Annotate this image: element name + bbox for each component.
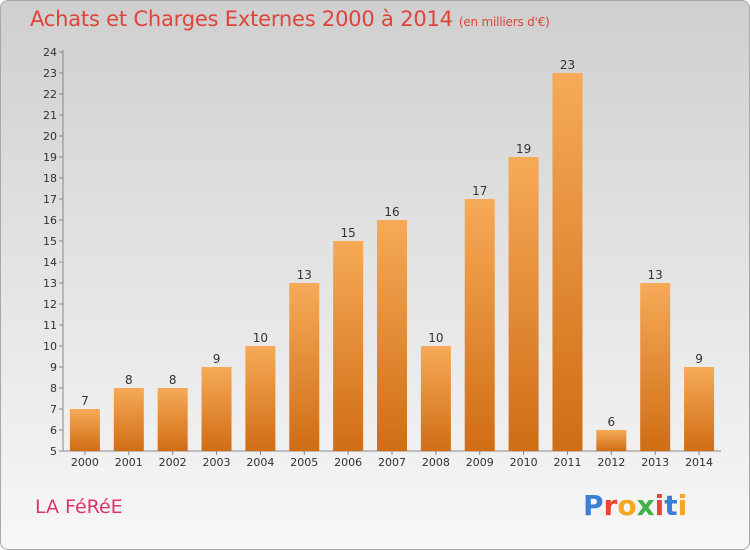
- x-tick-label-2003: 2003: [203, 456, 231, 469]
- data-label-2010: 19: [516, 142, 531, 156]
- y-tick-label: 5: [50, 445, 57, 458]
- data-labels: 7 8 8 9 10 13 15 16 10 17 19 23 6 13 9: [81, 58, 703, 429]
- y-tick-label: 16: [43, 214, 57, 227]
- bar-2002: [157, 388, 188, 451]
- y-tick-label: 8: [50, 382, 57, 395]
- data-label-2004: 10: [253, 331, 268, 345]
- logo-letter: P: [583, 489, 604, 522]
- logo-letter: i: [654, 489, 665, 522]
- x-tick-label-2014: 2014: [685, 456, 713, 469]
- y-tick-label: 6: [50, 424, 57, 437]
- logo-letter: r: [603, 489, 618, 522]
- x-tick-label-2008: 2008: [422, 456, 450, 469]
- bar-2003: [201, 367, 232, 451]
- data-label-2013: 13: [648, 268, 663, 282]
- bar-2005: [289, 283, 320, 451]
- y-tick-label: 12: [43, 298, 57, 311]
- y-tick-label: 19: [43, 151, 57, 164]
- bar-2007: [377, 220, 407, 451]
- x-tick-label-2010: 2010: [510, 456, 538, 469]
- x-tick-label-2009: 2009: [466, 456, 494, 469]
- y-tick-label: 21: [43, 109, 57, 122]
- x-tick-label-2000: 2000: [71, 456, 99, 469]
- data-label-2005: 13: [297, 268, 312, 282]
- bar-2010: [508, 157, 539, 451]
- bar-2013: [640, 283, 671, 451]
- axes: 5 6 7 8 9 10 11 12 13 14 15 16 17 18 19 20 21 22 23 24 2000 2…: [43, 46, 721, 469]
- logo-letter: o: [617, 489, 637, 522]
- bar-2014: [684, 367, 715, 451]
- title-unit: (en milliers d'€): [458, 15, 550, 29]
- x-tick-label-2011: 2011: [553, 456, 581, 469]
- y-tick-label: 13: [43, 277, 57, 290]
- y-tick-label: 15: [43, 235, 57, 248]
- data-label-2007: 16: [384, 205, 399, 219]
- bar-2006: [333, 241, 364, 451]
- place-name: LA FéRéE: [35, 496, 123, 518]
- data-label-2006: 15: [340, 226, 355, 240]
- bar-2004: [245, 346, 276, 451]
- y-tick-label: 10: [43, 340, 57, 353]
- y-tick-label: 22: [43, 88, 57, 101]
- x-tick-label-2006: 2006: [334, 456, 362, 469]
- y-tick-label: 9: [50, 361, 57, 374]
- bar-2001: [113, 388, 144, 451]
- x-tick-label-2013: 2013: [641, 456, 669, 469]
- data-label-2001: 8: [125, 373, 133, 387]
- y-tick-label: 18: [43, 172, 57, 185]
- chart-title: Achats et Charges Externes 2000 à 2014 (e…: [30, 7, 550, 31]
- bar-2012: [596, 430, 627, 451]
- data-label-2009: 17: [472, 184, 487, 198]
- x-tick-label-2005: 2005: [290, 456, 318, 469]
- x-tick-label-2002: 2002: [159, 456, 187, 469]
- data-label-2011: 23: [560, 58, 575, 72]
- y-tick-label: 7: [50, 403, 57, 416]
- y-tick-label: 11: [43, 319, 57, 332]
- bar-2000: [69, 409, 100, 451]
- data-label-2000: 7: [81, 394, 89, 408]
- data-label-2003: 9: [213, 352, 221, 366]
- y-tick-label: 17: [43, 193, 57, 206]
- x-tick-label-2004: 2004: [246, 456, 274, 469]
- bar-2011: [552, 73, 583, 451]
- bar-2009: [464, 199, 495, 451]
- proxiti-logo[interactable]: Proxiti: [583, 489, 687, 522]
- x-tick-label-2001: 2001: [115, 456, 143, 469]
- bar-2008: [420, 346, 451, 451]
- x-tick-label-2007: 2007: [378, 456, 406, 469]
- data-label-2008: 10: [428, 331, 443, 345]
- title-text: Achats et Charges Externes 2000 à 2014: [30, 7, 453, 31]
- logo-letter: t: [664, 489, 678, 522]
- logo-letter: i: [677, 489, 688, 522]
- data-label-2014: 9: [695, 352, 703, 366]
- data-label-2002: 8: [169, 373, 177, 387]
- y-tick-label: 23: [43, 67, 57, 80]
- logo-letter: x: [636, 489, 655, 522]
- x-tick-label-2012: 2012: [597, 456, 625, 469]
- data-label-2012: 6: [608, 415, 616, 429]
- y-tick-label: 20: [43, 130, 57, 143]
- bars: [69, 73, 715, 451]
- y-tick-label: 24: [43, 46, 57, 59]
- y-tick-label: 14: [43, 256, 57, 269]
